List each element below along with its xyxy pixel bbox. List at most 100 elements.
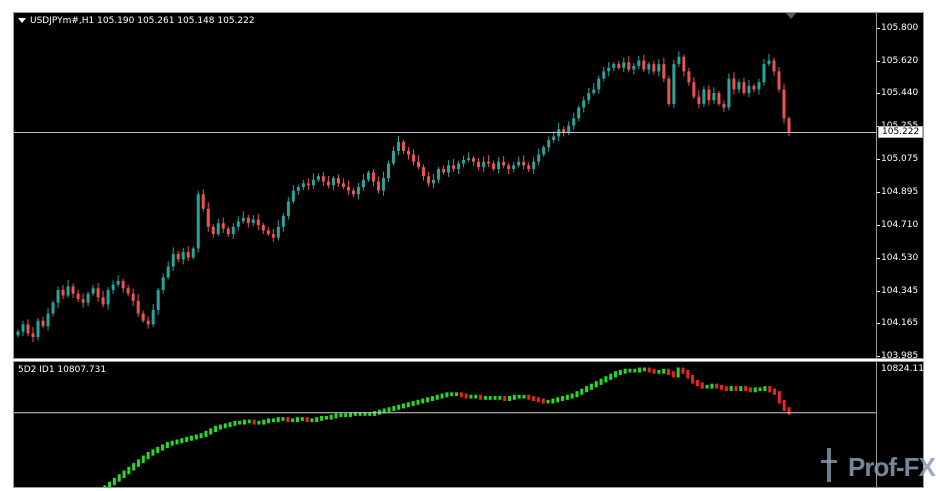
indicator-bar — [324, 415, 328, 420]
candle — [221, 217, 225, 233]
candle — [226, 226, 230, 237]
candle — [301, 179, 305, 190]
candle — [752, 83, 756, 93]
indicator-bar — [310, 418, 314, 423]
indicator-bar — [141, 455, 145, 464]
price-axis[interactable]: 105.800105.620105.440105.255105.075104.8… — [877, 12, 924, 361]
indicator-bar — [503, 396, 507, 402]
indicator-bar — [695, 379, 699, 387]
candle — [722, 100, 726, 112]
indicator-bar — [127, 466, 131, 475]
candle — [391, 146, 395, 166]
indicator-bar — [286, 417, 290, 423]
price-tick-mark — [877, 159, 880, 161]
candle — [66, 279, 70, 298]
indicator-bar — [426, 397, 430, 403]
candle — [527, 162, 531, 172]
candlestick-chart[interactable] — [14, 13, 876, 358]
indicator-bar — [262, 419, 266, 425]
candle — [131, 288, 135, 306]
indicator-bar — [575, 391, 579, 398]
price-tick-label: 105.440 — [881, 88, 919, 99]
candle — [787, 116, 791, 137]
price-tick-label: 104.345 — [881, 285, 919, 296]
indicator-bar — [300, 417, 304, 421]
candle — [336, 174, 340, 188]
candle — [407, 147, 411, 160]
price-tick-mark — [877, 257, 880, 259]
indicator-bar — [103, 485, 107, 487]
chart-shift-marker-icon[interactable] — [786, 13, 796, 19]
candle — [492, 160, 496, 172]
candle — [51, 300, 55, 317]
indicator-bar — [594, 381, 598, 388]
candle — [467, 152, 471, 163]
indicator-bar — [638, 367, 642, 373]
indicator-bar — [358, 412, 362, 416]
indicator-bar — [758, 387, 762, 392]
price-tick-label: 104.530 — [881, 252, 919, 263]
indicator-bar — [744, 386, 748, 392]
indicator-bar — [628, 368, 632, 373]
candle — [472, 155, 476, 167]
candle — [81, 293, 85, 308]
candle — [21, 320, 25, 336]
indicator-bar — [175, 439, 179, 445]
price-chart-pane[interactable] — [13, 12, 877, 359]
candle — [452, 158, 456, 172]
collapse-triangle-icon[interactable] — [18, 18, 26, 23]
candle — [351, 187, 355, 198]
indicator-bar — [242, 419, 246, 425]
indicator-bar — [435, 394, 439, 400]
indicator-bar — [348, 412, 352, 418]
candle — [707, 85, 711, 106]
price-tick-mark — [877, 290, 880, 292]
indicator-bar — [623, 368, 627, 374]
candle — [612, 61, 616, 72]
candle — [216, 218, 220, 237]
indicator-bar — [753, 387, 757, 393]
indicator-pane[interactable] — [13, 361, 877, 488]
candle — [592, 82, 596, 96]
watermark-text: Prof-FX — [848, 452, 936, 482]
indicator-bar — [599, 378, 603, 385]
candle — [782, 83, 786, 124]
candle — [291, 184, 295, 204]
indicator-bar — [768, 386, 772, 393]
indicator-bar — [763, 386, 767, 392]
candle — [311, 173, 315, 189]
symbol-info-bar: USDJPYm#,H1 105.190 105.261 105.148 105.… — [18, 16, 255, 26]
candle — [402, 139, 405, 154]
candle — [211, 223, 215, 238]
indicator-bar — [782, 399, 786, 411]
indicator-bar — [527, 394, 531, 400]
candle — [762, 59, 766, 86]
indicator-bar — [748, 387, 752, 393]
candle — [532, 157, 536, 175]
indicator-bar — [570, 393, 574, 399]
indicator-bar — [108, 481, 112, 487]
candle — [522, 155, 526, 170]
candle — [381, 171, 385, 196]
candle — [692, 77, 696, 99]
indicator-bar — [397, 404, 401, 410]
price-tick-mark — [877, 60, 880, 62]
indicator-axis[interactable]: 10824.115 — [877, 361, 930, 488]
price-tick-label: 104.165 — [881, 318, 919, 329]
indicator-bar — [556, 397, 560, 403]
indicator-bar — [705, 384, 709, 389]
indicator-bar — [228, 422, 232, 428]
indicator-bar — [189, 435, 193, 441]
candle — [497, 157, 501, 174]
indicator-bar — [585, 386, 589, 393]
candle — [16, 329, 20, 338]
price-tick-label: 105.075 — [881, 154, 919, 165]
indicator-bar — [517, 394, 521, 399]
candle — [562, 126, 566, 137]
price-tick-label: 103.985 — [881, 351, 919, 361]
candle — [111, 280, 115, 294]
candle — [86, 291, 90, 307]
indicator-chart[interactable] — [14, 362, 876, 487]
indicator-bar — [455, 392, 459, 397]
candle — [422, 164, 426, 181]
